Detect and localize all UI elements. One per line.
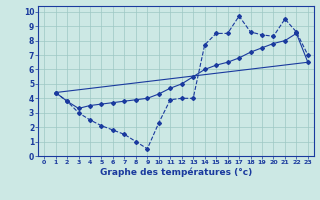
X-axis label: Graphe des températures (°c): Graphe des températures (°c) [100, 168, 252, 177]
